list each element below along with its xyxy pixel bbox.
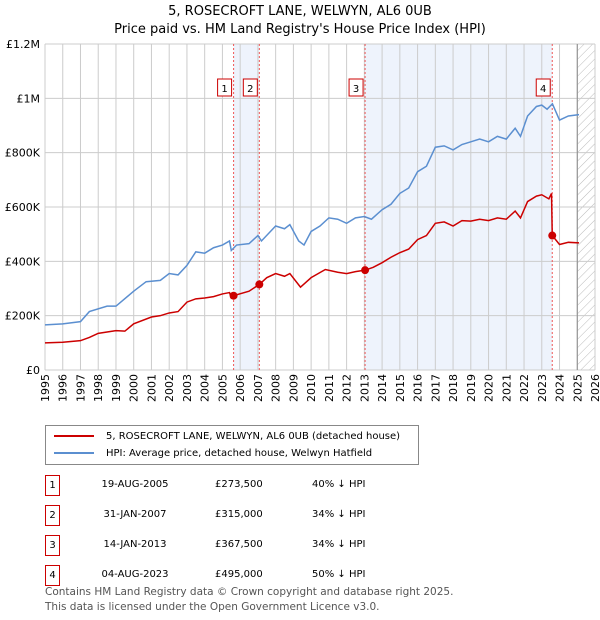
x-tick-label: 1998 [92, 374, 105, 402]
x-tick-label: 2013 [358, 374, 371, 402]
sale-point [361, 266, 370, 275]
x-tick-label: 2000 [128, 374, 141, 402]
x-tick-label: 2006 [234, 374, 247, 402]
y-tick-label: £1.2M [6, 38, 40, 51]
sale-point [255, 280, 264, 289]
series-line [44, 193, 580, 344]
sale-number-badge: 4 [45, 565, 60, 586]
sale-marker-number: 3 [353, 84, 359, 95]
x-tick-label: 1999 [110, 374, 123, 402]
x-tick-label: 2016 [412, 374, 425, 402]
legend-swatch-blue [54, 452, 94, 454]
x-tick-label: 2001 [145, 374, 158, 402]
sale-marker-number: 4 [540, 84, 546, 95]
x-tick-label: 2002 [163, 374, 176, 402]
legend-item-hpi: HPI: Average price, detached house, Welw… [54, 445, 372, 461]
sale-date: 19-AUG-2005 [101, 479, 169, 490]
sale-number-badge: 2 [45, 505, 60, 526]
legend-swatch-red [54, 435, 94, 437]
x-tick-label: 2007 [252, 374, 265, 402]
sale-point [548, 231, 557, 240]
y-tick-label: £200K [5, 310, 41, 323]
y-tick-label: £600K [5, 201, 41, 214]
x-tick-label: 1996 [57, 374, 70, 402]
sale-price: £315,000 [215, 509, 263, 520]
sale-number-badge: 3 [45, 535, 60, 556]
y-tick-label: £1M [17, 92, 41, 105]
x-tick-label: 2026 [589, 374, 600, 402]
x-tick-label: 2015 [394, 374, 407, 402]
sale-price: £367,500 [215, 539, 263, 550]
x-tick-label: 1997 [74, 374, 87, 402]
legend-label: HPI: Average price, detached house, Welw… [106, 447, 373, 459]
sale-marker-number: 1 [221, 84, 227, 95]
sale-row: 1 19-AUG-2005 £273,500 40% ↓ HPI [45, 475, 445, 496]
x-tick-label: 2004 [199, 374, 212, 402]
sale-hpi-diff: 34% ↓ HPI [312, 509, 366, 520]
x-tick-label: 2003 [181, 374, 194, 402]
sale-date: 14-JAN-2013 [103, 539, 167, 550]
x-tick-label: 2008 [270, 374, 283, 402]
sale-price: £273,500 [215, 479, 263, 490]
x-tick-label: 2024 [554, 374, 567, 402]
sale-marker-box [535, 78, 551, 97]
x-tick-label: 2023 [536, 374, 549, 402]
sale-row: 3 14-JAN-2013 £367,500 34% ↓ HPI [45, 535, 445, 556]
x-tick-label: 2019 [465, 374, 478, 402]
sale-row: 4 04-AUG-2023 £495,000 50% ↓ HPI [45, 565, 445, 586]
series-line [44, 102, 580, 326]
chart-subtitle: Price paid vs. HM Land Registry's House … [114, 22, 486, 37]
x-tick-label: 2011 [323, 374, 336, 402]
legend-item-property: 5, ROSECROFT LANE, WELWYN, AL6 0UB (deta… [54, 428, 400, 444]
x-tick-label: 2009 [287, 374, 300, 402]
y-tick-label: £0 [26, 364, 40, 377]
y-tick-label: £400K [5, 255, 41, 268]
footer-copyright: Contains HM Land Registry data © Crown c… [45, 586, 454, 598]
price-chart: 1995 1996 1997 1998 1999 2000 2001 2002 2003 2004… [5, 38, 600, 402]
sale-row: 2 31-JAN-2007 £315,000 34% ↓ HPI [45, 505, 445, 526]
legend-label: 5, ROSECROFT LANE, WELWYN, AL6 0UB (deta… [106, 430, 401, 442]
sale-hpi-diff: 34% ↓ HPI [312, 539, 366, 550]
x-tick-label: 2014 [376, 374, 389, 402]
sale-number-badge: 1 [45, 475, 60, 496]
x-tick-label: 1995 [39, 374, 52, 402]
footer-licence: This data is licensed under the Open Gov… [45, 601, 380, 613]
sale-marker-box [217, 78, 233, 97]
x-tick-label: 2022 [518, 374, 531, 402]
sale-date: 04-AUG-2023 [101, 569, 169, 580]
sale-date: 31-JAN-2007 [103, 509, 167, 520]
sale-hpi-diff: 50% ↓ HPI [312, 569, 366, 580]
x-tick-label: 2021 [500, 374, 513, 402]
x-tick-label: 2010 [305, 374, 318, 402]
x-tick-label: 2005 [216, 374, 229, 402]
sale-marker-number: 2 [247, 84, 253, 95]
x-tick-label: 2018 [447, 374, 460, 402]
x-tick-label: 2017 [429, 374, 442, 402]
x-tick-label: 2012 [341, 374, 354, 402]
sale-point [229, 291, 238, 300]
chart-title: 5, ROSECROFT LANE, WELWYN, AL6 0UB [168, 4, 432, 19]
sale-marker-box [242, 78, 258, 97]
y-tick-label: £800K [5, 147, 41, 160]
sale-marker-box [348, 78, 364, 97]
x-tick-label: 2025 [571, 374, 584, 402]
sale-price: £495,000 [215, 569, 263, 580]
legend: 5, ROSECROFT LANE, WELWYN, AL6 0UB (deta… [45, 425, 419, 465]
x-tick-label: 2020 [483, 374, 496, 402]
sale-hpi-diff: 40% ↓ HPI [312, 479, 366, 490]
